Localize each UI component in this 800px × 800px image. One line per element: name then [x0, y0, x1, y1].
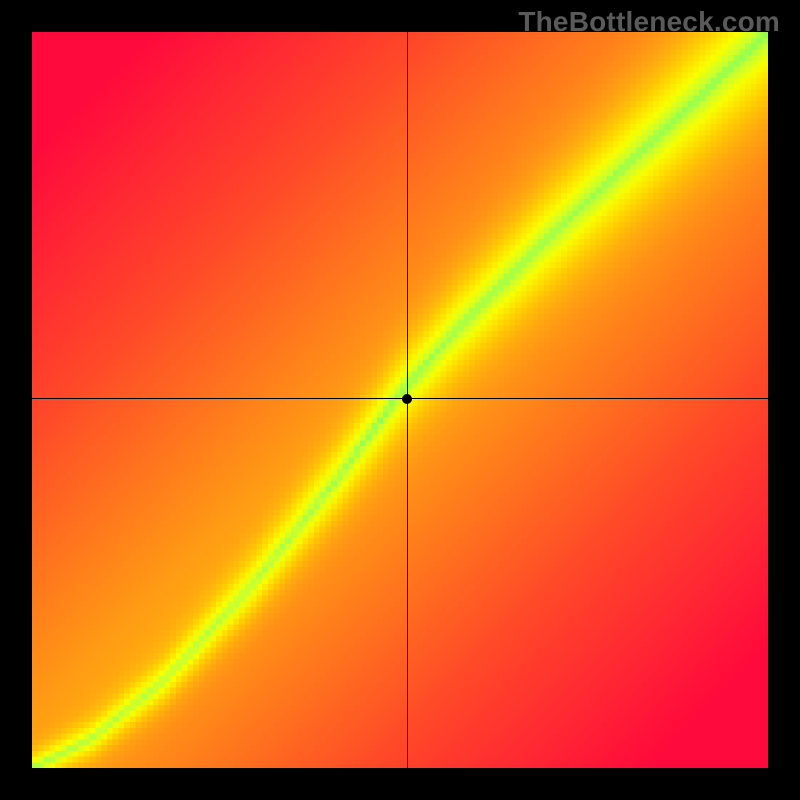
crosshair-horizontal — [32, 398, 768, 399]
chart-frame: TheBottleneck.com — [0, 0, 800, 800]
watermark-text: TheBottleneck.com — [518, 6, 780, 38]
crosshair-marker — [402, 394, 412, 404]
heatmap-canvas — [32, 32, 768, 768]
